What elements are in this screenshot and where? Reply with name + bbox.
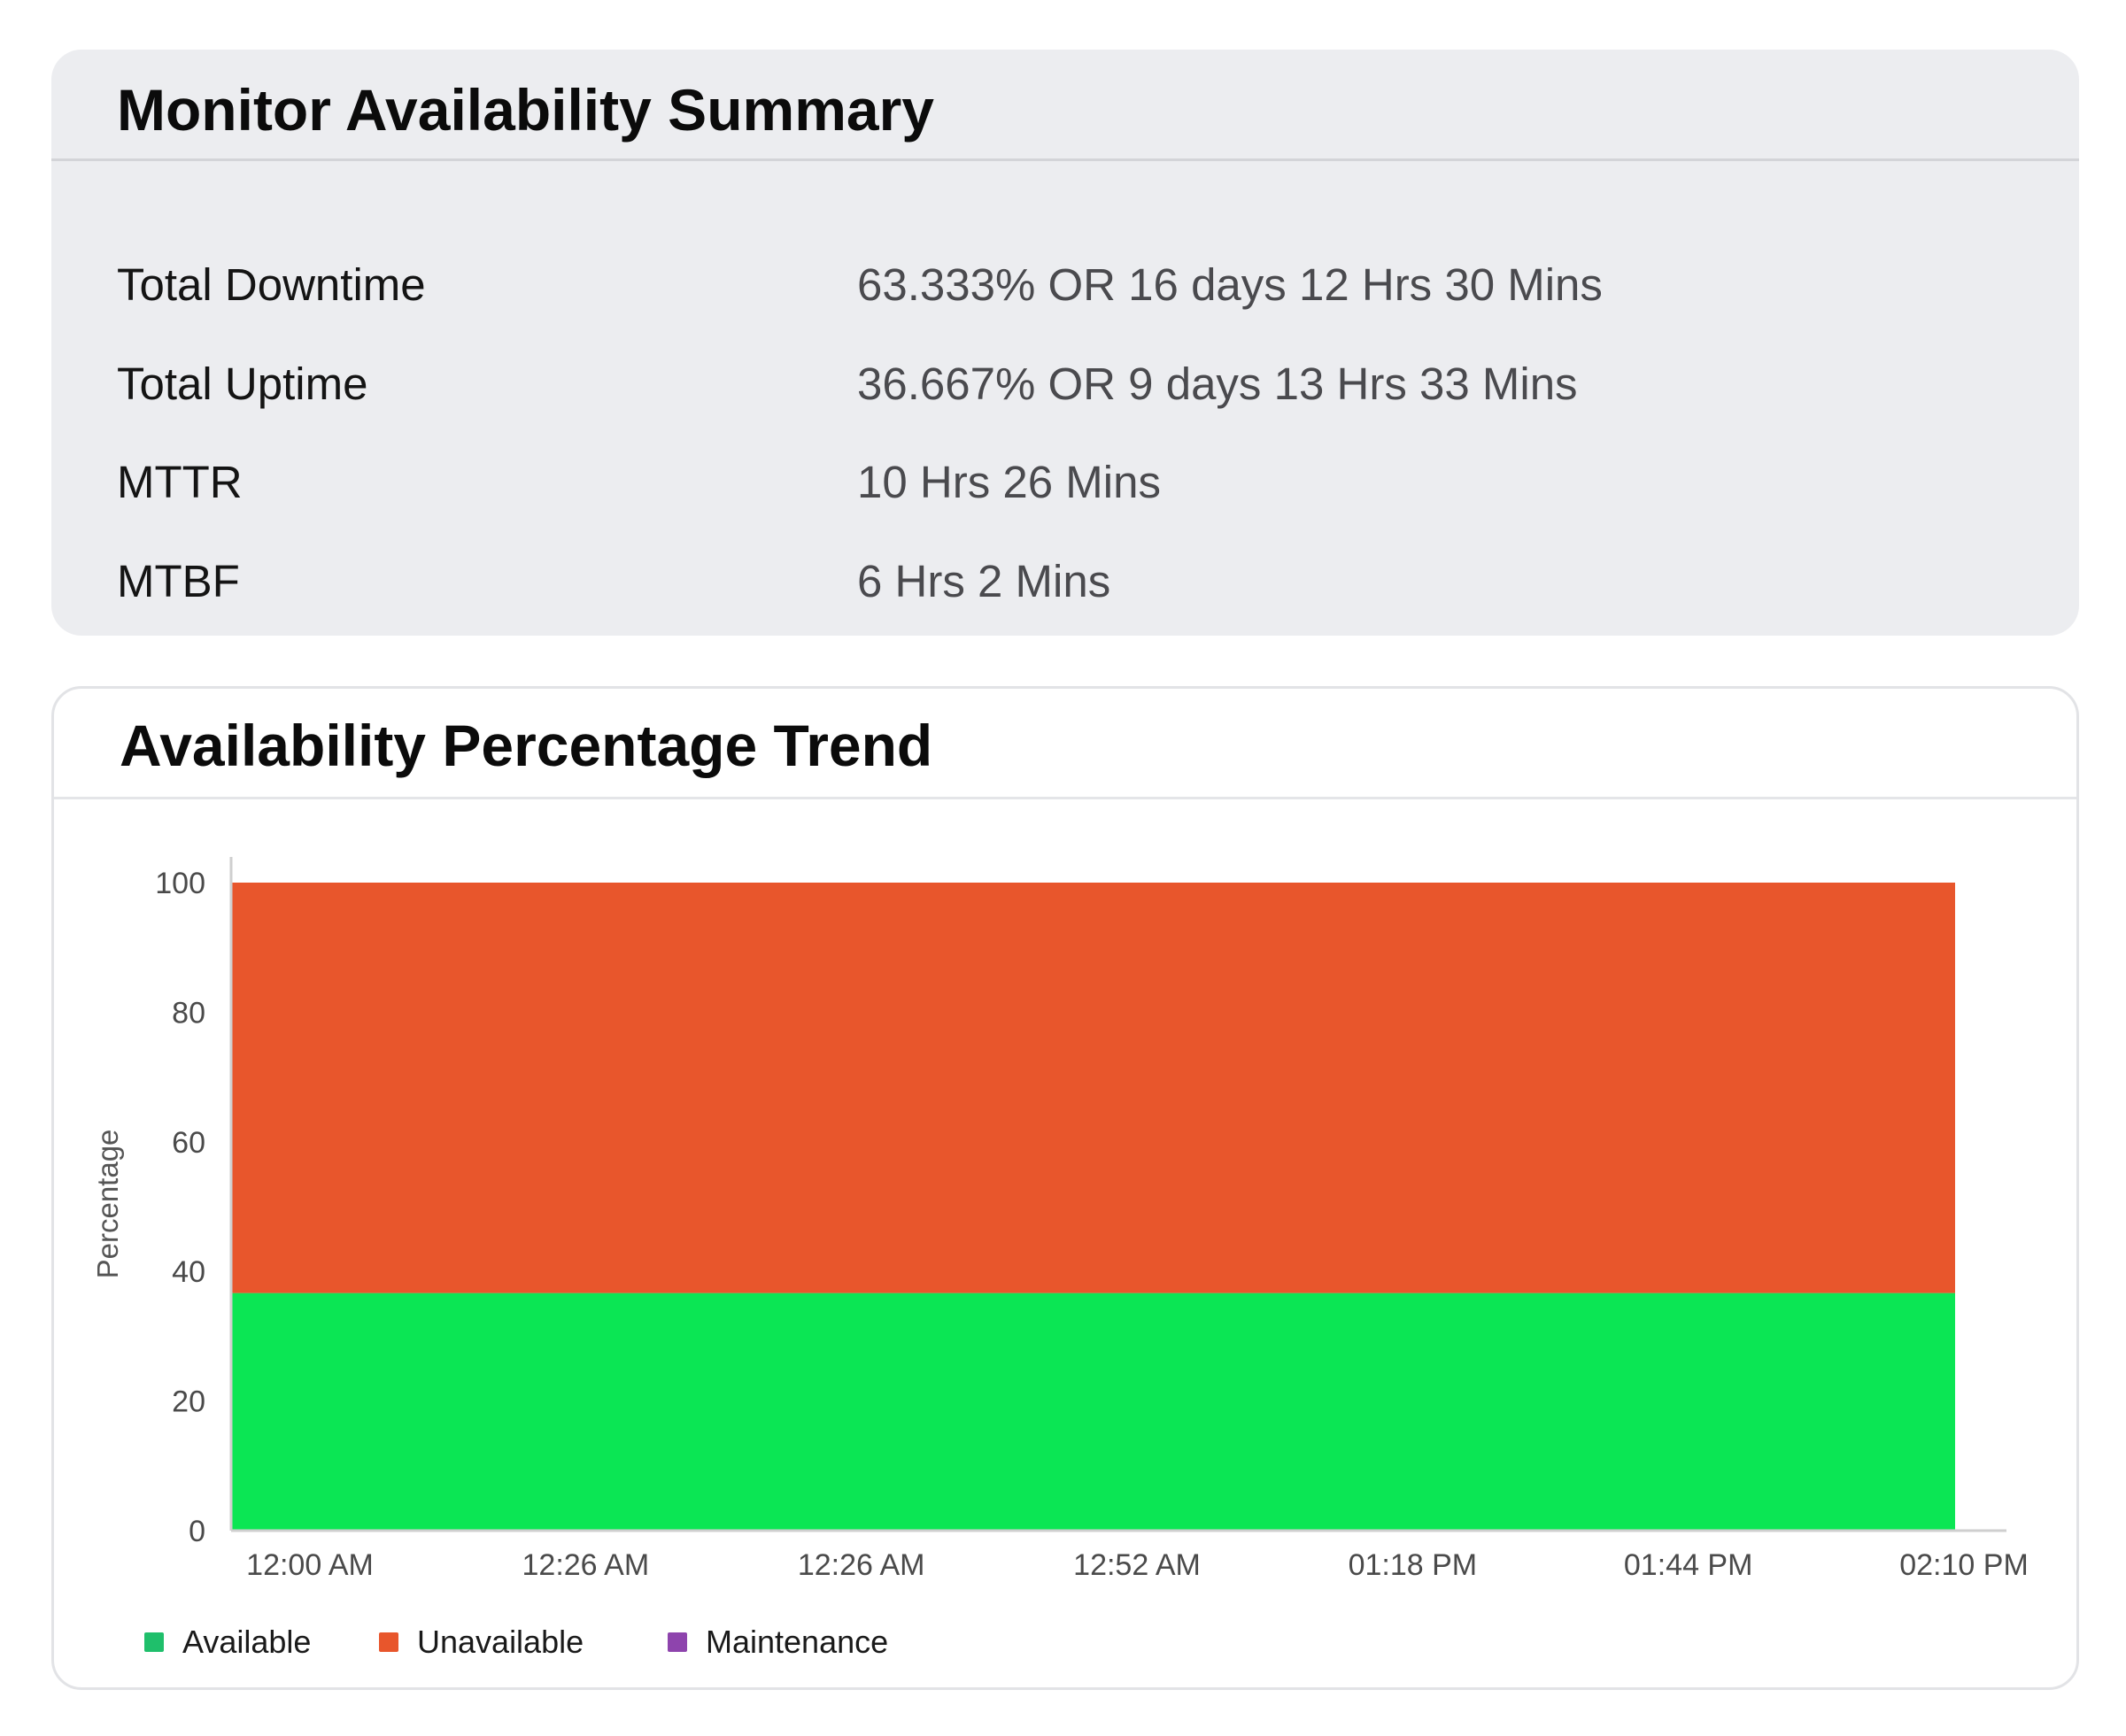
y-tick-label: 80 — [172, 996, 205, 1030]
legend-item-maintenance[interactable]: Maintenance — [668, 1624, 888, 1660]
y-tick-label: 0 — [189, 1515, 205, 1548]
x-tick-label: 01:18 PM — [1349, 1548, 1478, 1582]
legend-swatch — [379, 1632, 398, 1652]
chart-legend: Available Unavailable Maintenance — [144, 1624, 888, 1660]
legend-label: Available — [182, 1624, 311, 1660]
legend-item-unavailable[interactable]: Unavailable — [379, 1624, 584, 1660]
y-axis-ticks: 0 20 40 60 80 100 — [155, 867, 205, 1548]
stat-row-total-downtime: Total Downtime 63.333% OR 16 days 12 Hrs… — [117, 262, 2044, 315]
x-tick-label: 01:44 PM — [1624, 1548, 1753, 1582]
y-tick-label: 20 — [172, 1385, 205, 1419]
stat-row-mttr: MTTR 10 Hrs 26 Mins — [117, 459, 2044, 513]
stat-label: Total Downtime — [117, 259, 426, 310]
area-series-unavailable — [231, 883, 1955, 1293]
legend-item-available[interactable]: Available — [144, 1624, 311, 1660]
x-tick-label: 02:10 PM — [1899, 1548, 2029, 1582]
x-axis-ticks: 12:00 AM 12:26 AM 12:26 AM 12:52 AM 01:18 PM… — [246, 1548, 2029, 1582]
y-tick-label: 100 — [155, 867, 205, 900]
summary-divider — [51, 158, 2079, 161]
stat-value: 6 Hrs 2 Mins — [857, 556, 1111, 606]
trend-divider — [54, 797, 2076, 799]
area-series-available — [231, 1292, 1955, 1531]
x-tick-label: 12:26 AM — [522, 1548, 650, 1582]
x-tick-label: 12:00 AM — [246, 1548, 374, 1582]
stat-label: MTTR — [117, 457, 243, 507]
legend-swatch — [144, 1632, 164, 1652]
stat-value: 36.667% OR 9 days 13 Hrs 33 Mins — [857, 359, 1578, 409]
stat-value: 10 Hrs 26 Mins — [857, 457, 1161, 507]
legend-label: Unavailable — [417, 1624, 584, 1660]
summary-title: Monitor Availability Summary — [117, 77, 934, 143]
availability-summary-card: Monitor Availability Summary Total Downt… — [51, 50, 2079, 636]
stat-label: Total Uptime — [117, 359, 368, 409]
chart-plot-area — [231, 883, 1955, 1531]
y-tick-label: 60 — [172, 1126, 205, 1160]
x-tick-label: 12:26 AM — [798, 1548, 925, 1582]
stat-row-total-uptime: Total Uptime 36.667% OR 9 days 13 Hrs 33… — [117, 361, 2044, 414]
stat-row-mtbf: MTBF 6 Hrs 2 Mins — [117, 559, 2044, 612]
legend-label: Maintenance — [706, 1624, 888, 1660]
stat-label: MTBF — [117, 556, 240, 606]
stat-value: 63.333% OR 16 days 12 Hrs 30 Mins — [857, 259, 1603, 310]
y-tick-label: 40 — [172, 1255, 205, 1289]
x-tick-label: 12:52 AM — [1073, 1548, 1201, 1582]
trend-title: Availability Percentage Trend — [120, 713, 933, 778]
legend-swatch — [668, 1632, 687, 1652]
y-axis-title: Percentage — [91, 1130, 124, 1279]
